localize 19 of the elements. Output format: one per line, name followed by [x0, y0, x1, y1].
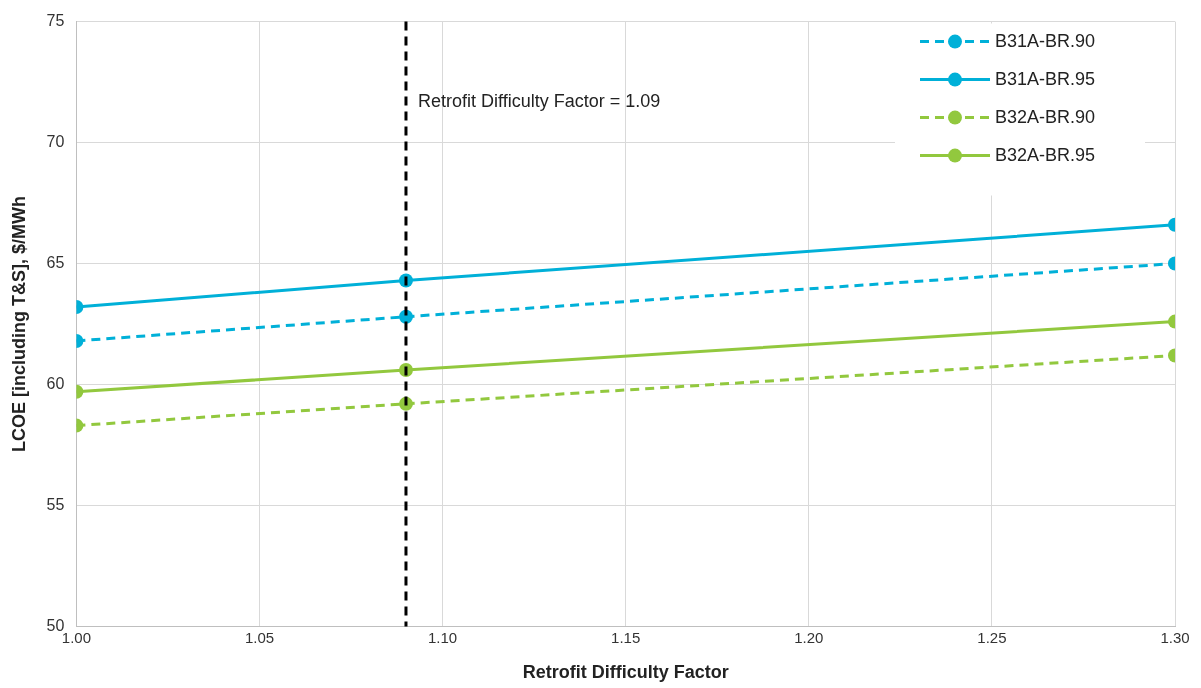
legend-label: B31A-BR.90: [995, 30, 1096, 51]
y-tick-label: 50: [46, 616, 65, 634]
legend-label: B32A-BR.95: [995, 144, 1096, 165]
x-tick-label: 1.20: [794, 628, 824, 646]
y-tick-label: 65: [46, 253, 65, 271]
ref-line-label: Retrofit Difficulty Factor = 1.09: [417, 90, 661, 111]
y-axis-title: LCOE [including T&S], $/MWh: [8, 196, 29, 452]
y-tick-label: 60: [46, 374, 65, 392]
x-axis-title: Retrofit Difficulty Factor: [522, 662, 729, 683]
x-tick-label: 1.15: [611, 628, 641, 646]
x-tick-label: 1.30: [1160, 628, 1190, 646]
x-tick-label: 1.10: [428, 628, 458, 646]
legend-label: B31A-BR.95: [995, 68, 1096, 89]
y-tick-label: 55: [46, 495, 65, 513]
x-tick-label: 1.25: [977, 628, 1007, 646]
y-tick-label: 75: [46, 12, 65, 30]
y-tick-label: 70: [46, 132, 65, 150]
x-tick-label: 1.05: [244, 628, 275, 646]
legend-label: B32A-BR.90: [995, 106, 1096, 127]
